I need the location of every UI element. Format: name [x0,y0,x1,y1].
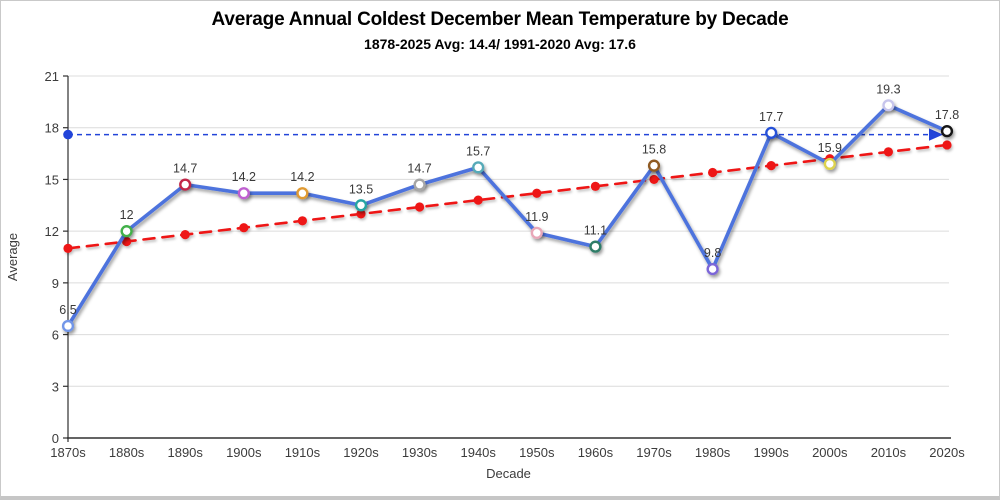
trend-dot-1960s [590,181,601,191]
data-point-1960s [589,240,602,253]
data-point-2010s [882,99,895,112]
category-label-1910s: 1910s [285,445,321,460]
trend-dot-1930s [415,202,425,212]
y-tick-label-21: 21 [45,69,59,84]
main-series-line [66,103,949,328]
data-label-2010s: 19.3 [876,82,900,96]
data-point-1950s [530,226,543,239]
axis-labels: 0 3 6 9 12 15 18 21 1870s 1880s 1890s 1900s 1910s 192… [5,69,965,481]
reference-line-start-dot [63,129,73,140]
category-label-1870s: 1870s [50,445,86,460]
data-labels: 6.5 12 14.7 14.2 14.2 13.5 14.7 15.7 11.9 11.1 15.… [59,82,959,317]
data-point-1970s [647,159,661,172]
category-label-1990s: 1990s [753,445,789,460]
category-label-2000s: 2000s [812,445,848,460]
reference-line-arrowhead-icon [929,128,943,141]
trend-dot-2020s [942,140,952,150]
data-label-1870s: 6.5 [59,303,76,317]
data-label-1980s: 9.8 [704,246,721,260]
data-point-1910s [296,187,309,200]
main-series-polyline [66,103,949,328]
trend-dot-1890s [180,229,190,240]
data-label-1880s: 12 [120,208,134,222]
data-point-2020s [940,125,954,138]
data-point-2000s [823,157,836,171]
data-label-1910s: 14.2 [290,170,314,184]
data-point-1980s [706,262,719,276]
category-label-1900s: 1900s [226,445,262,460]
data-point-1930s [413,178,426,191]
category-label-2020s: 2020s [929,445,965,460]
data-point-1940s [472,161,485,174]
category-label-1960s: 1960s [578,445,614,460]
category-label-1940s: 1940s [460,445,496,460]
data-point-1880s [120,225,133,238]
trend-dot-1980s [708,167,718,178]
gridlines [68,75,949,387]
trend-dot-1870s [63,243,73,253]
y-tick-label-9: 9 [52,276,59,291]
reference-line [63,128,943,141]
y-tick-label-12: 12 [45,224,59,239]
category-label-1920s: 1920s [343,445,379,460]
trend-dot-1990s [766,161,776,171]
category-label-1890s: 1890s [167,445,203,460]
y-axis-title: Average [5,233,20,281]
data-point-1870s [61,319,75,333]
data-label-1970s: 15.8 [642,143,666,157]
y-tick-label-18: 18 [45,121,59,136]
trend-dot-2010s [883,147,894,157]
x-axis-title: Decade [486,466,531,481]
category-label-1970s: 1970s [636,445,672,460]
data-label-2020s: 17.8 [935,108,959,122]
y-tick-label-15: 15 [45,172,59,187]
data-label-1890s: 14.7 [173,162,197,176]
data-point-1920s [354,199,368,212]
data-point-markers [61,99,954,333]
trend-dot-1950s [532,188,542,198]
trend-dot-1910s [297,216,307,226]
trend-dot-1920s [356,209,366,219]
trend-dashed-line [66,143,949,250]
category-label-1880s: 1880s [109,445,145,460]
data-label-1900s: 14.2 [232,170,256,184]
y-tick-label-3: 3 [52,379,59,394]
data-label-1930s: 14.7 [407,162,431,176]
trend-dot-1900s [239,223,249,233]
data-label-1950s: 11.9 [525,210,548,224]
trend-dot-1940s [473,195,483,205]
data-label-1960s: 11.1 [584,224,607,238]
data-label-2000s: 15.9 [818,141,842,155]
category-label-2010s: 2010s [871,445,907,460]
y-tick-label-6: 6 [52,328,59,343]
data-point-1900s [237,187,250,200]
chart-title: Average Annual Coldest December Mean Tem… [211,9,789,30]
data-point-1990s [765,126,778,139]
axes [63,75,951,442]
data-label-1920s: 13.5 [349,182,373,196]
category-label-1930s: 1930s [402,445,438,460]
category-label-1950s: 1950s [519,445,555,460]
trend-dot-1880s [122,236,132,247]
chart-subtitle: 1878-2025 Avg: 14.4/ 1991-2020 Avg: 17.6 [364,36,636,52]
data-label-1990s: 17.7 [759,110,783,124]
y-tick-label-0: 0 [52,431,59,446]
data-point-1890s [179,178,192,191]
category-label-1980s: 1980s [695,445,731,460]
trend-dot-1970s [649,174,659,185]
data-label-1940s: 15.7 [466,144,490,158]
